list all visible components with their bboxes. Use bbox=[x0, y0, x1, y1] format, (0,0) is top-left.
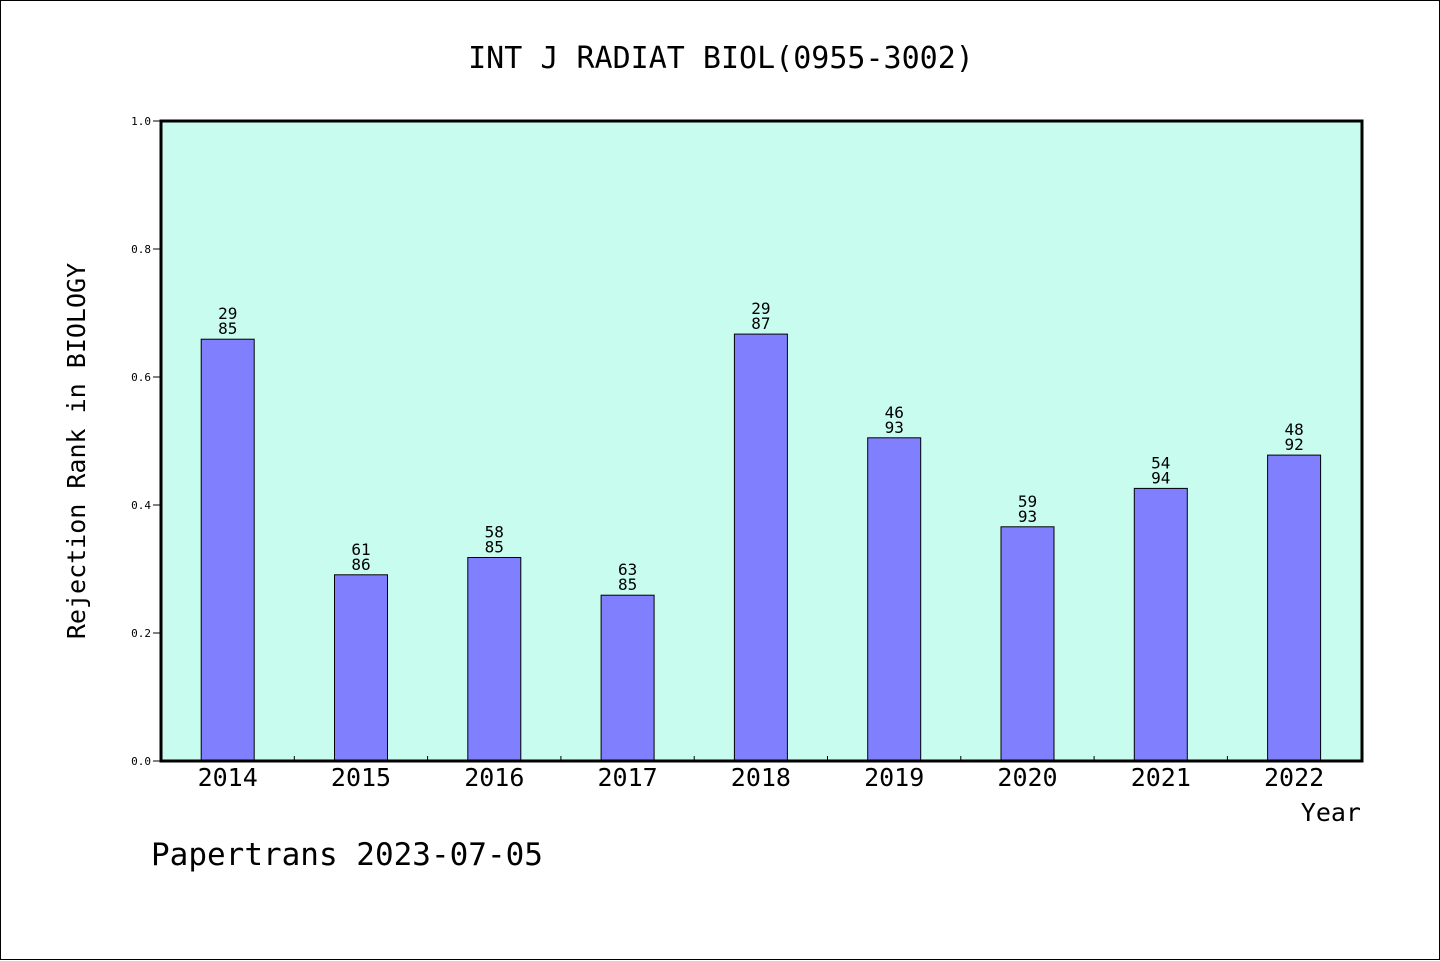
bar-label-2021-rank: 54 bbox=[1151, 453, 1170, 472]
y-tick-label-0.6: 0.6 bbox=[131, 371, 151, 384]
x-tick-label-2019: 2019 bbox=[864, 763, 924, 792]
bar-2022 bbox=[1267, 454, 1322, 762]
bar-label-2019-rank: 46 bbox=[885, 403, 904, 422]
bar-label-2017-total: 85 bbox=[618, 575, 637, 594]
bar-2017 bbox=[600, 594, 655, 762]
bar-label-2022-total: 92 bbox=[1284, 435, 1303, 454]
y-axis-label: Rejection Rank in BIOLOGY bbox=[62, 263, 91, 639]
bar-2015 bbox=[334, 574, 388, 762]
bar-label-2015-rank: 61 bbox=[351, 540, 370, 559]
bars-group bbox=[200, 333, 1322, 762]
bar-2020 bbox=[1000, 526, 1055, 762]
bar-2021 bbox=[1133, 487, 1188, 762]
y-tick-label-0.2: 0.2 bbox=[131, 627, 151, 640]
bar-label-2019-total: 93 bbox=[885, 418, 904, 437]
bar-label-2018-rank: 29 bbox=[751, 299, 770, 318]
x-tick-label-2016: 2016 bbox=[464, 763, 524, 792]
x-axis-ticks: 2014 2015 2016 2017 2018 2019 2020 2021 2022 bbox=[198, 756, 1324, 792]
y-axis-ticks: 0.0 0.2 0.4 0.6 0.8 1.0 bbox=[131, 115, 161, 768]
bar-label-2022-rank: 48 bbox=[1284, 420, 1303, 439]
y-tick-label-0.0: 0.0 bbox=[131, 755, 151, 768]
bar-label-2016-rank: 58 bbox=[485, 523, 504, 542]
y-tick-label-0.8: 0.8 bbox=[131, 243, 151, 256]
x-tick-label-2021: 2021 bbox=[1131, 763, 1191, 792]
bar-label-2018-total: 87 bbox=[751, 314, 770, 333]
bar-label-2021-total: 94 bbox=[1151, 468, 1170, 487]
x-axis-label: Year bbox=[1301, 798, 1361, 827]
x-tick-label-2017: 2017 bbox=[597, 763, 657, 792]
bar-label-2016-total: 85 bbox=[485, 538, 504, 557]
x-tick-label-2020: 2020 bbox=[997, 763, 1057, 792]
bar-label-2014-total: 85 bbox=[218, 319, 237, 338]
x-tick-label-2015: 2015 bbox=[331, 763, 391, 792]
x-tick-label-2014: 2014 bbox=[198, 763, 258, 792]
plot-border bbox=[159, 119, 1364, 763]
bar-2014 bbox=[200, 338, 255, 762]
bar-label-2017-rank: 63 bbox=[618, 560, 637, 579]
x-tick-label-2018: 2018 bbox=[731, 763, 791, 792]
bar-2018 bbox=[733, 333, 788, 762]
x-tick-label-2022: 2022 bbox=[1264, 763, 1324, 792]
watermark: Papertrans 2023-07-05 bbox=[151, 837, 543, 873]
bar-2019 bbox=[867, 437, 922, 762]
bar-label-2020-rank: 59 bbox=[1018, 492, 1037, 511]
bar-label-2020-total: 93 bbox=[1018, 507, 1037, 526]
y-tick-label-1.0: 1.0 bbox=[131, 115, 151, 128]
y-tick-label-0.4: 0.4 bbox=[131, 499, 151, 512]
bar-2016 bbox=[467, 557, 522, 762]
bar-label-2014-rank: 29 bbox=[218, 304, 237, 323]
chart-title: INT J RADIAT BIOL(0955-3002) bbox=[468, 41, 974, 76]
bar-label-2015-total: 86 bbox=[351, 555, 370, 574]
